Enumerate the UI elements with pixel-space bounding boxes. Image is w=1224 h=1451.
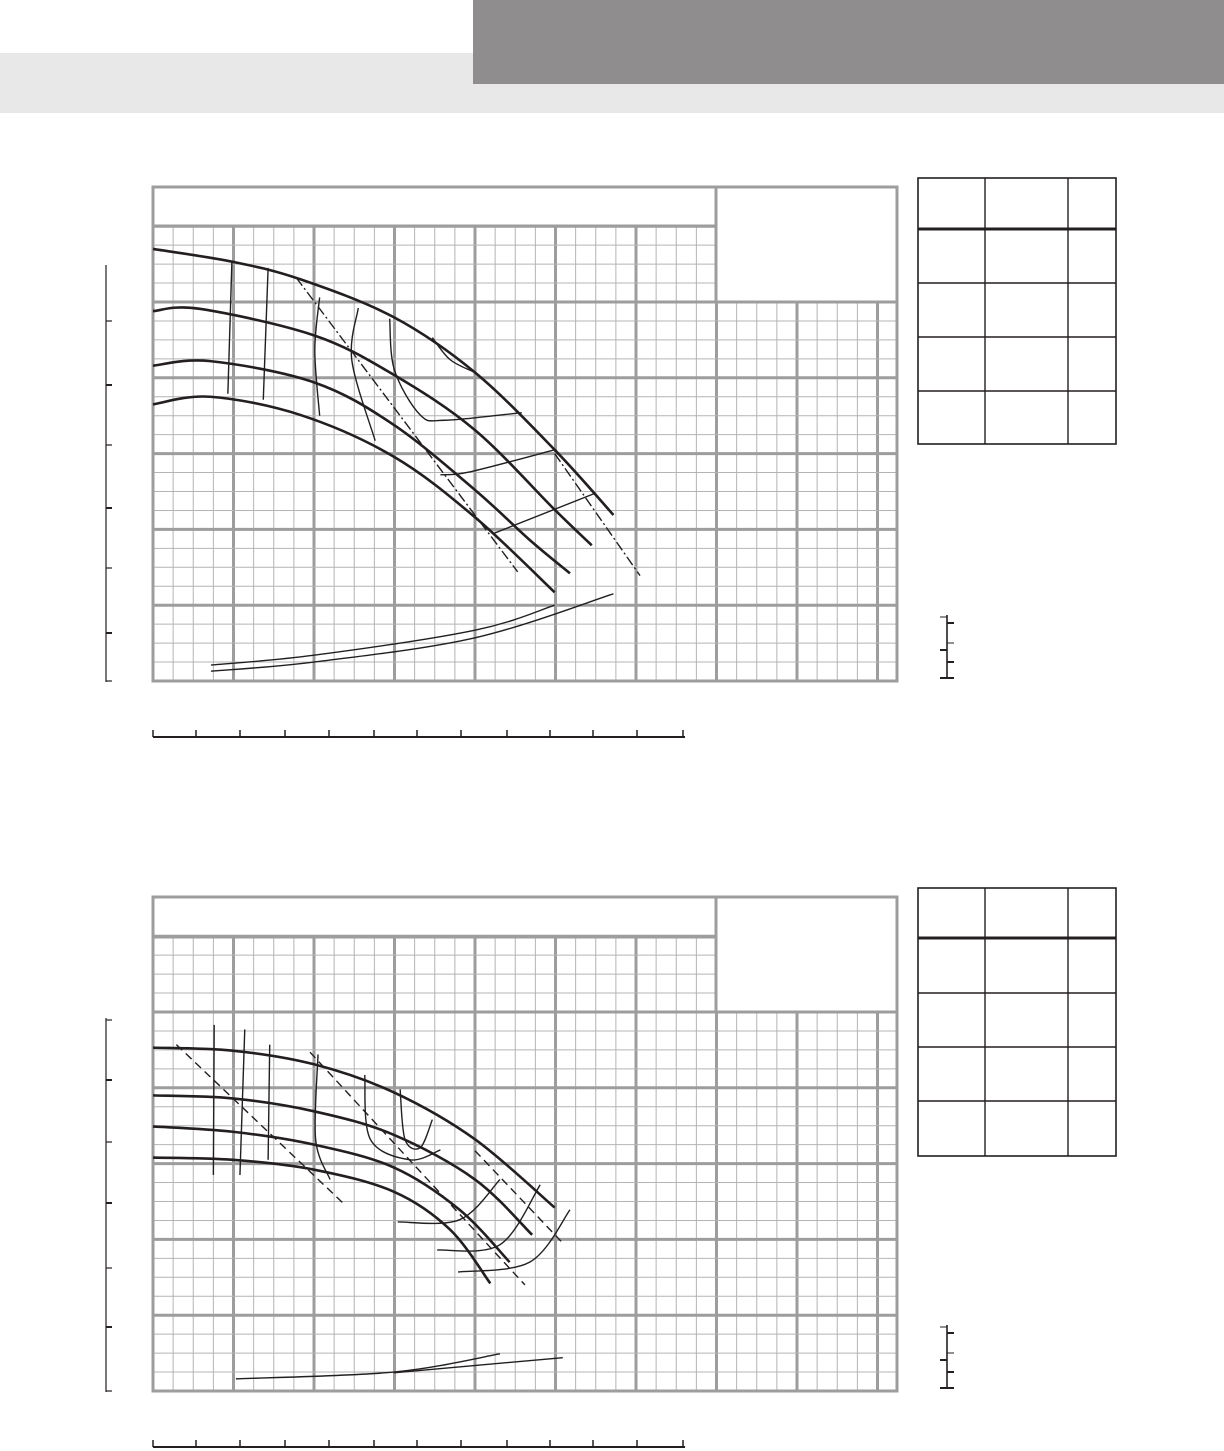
- efficiency-curve: [458, 1209, 571, 1273]
- efficiency-curve: [399, 1089, 433, 1150]
- head-curve: [152, 247, 615, 516]
- mini-scale: [940, 1325, 954, 1389]
- x-axis: [152, 1440, 685, 1448]
- efficiency-curve: [239, 1029, 246, 1175]
- reference-line: [554, 453, 641, 577]
- reference-line: [295, 277, 519, 573]
- head-curve: [152, 306, 593, 547]
- x-axis: [152, 730, 685, 738]
- head-curve: [152, 1046, 556, 1209]
- data-table: [917, 887, 1117, 1157]
- head-curve: [152, 359, 571, 575]
- efficiency-curve: [314, 297, 321, 416]
- efficiency-curve: [267, 1044, 271, 1160]
- reference-line: [309, 1051, 526, 1286]
- head-curve: [152, 1094, 534, 1236]
- efficiency-curve: [314, 1054, 331, 1180]
- efficiency-curve: [437, 1184, 541, 1252]
- efficiency-curve: [397, 1179, 501, 1225]
- efficiency-curve: [210, 604, 555, 666]
- header-band-dark: [473, 0, 1224, 84]
- chart-frame: [151, 895, 899, 1393]
- reference-line: [474, 1150, 565, 1246]
- table-border: [917, 177, 1117, 445]
- data-table: [917, 177, 1117, 445]
- head-curve: [152, 395, 556, 594]
- efficiency-curve: [393, 1356, 563, 1374]
- mini-scale: [940, 615, 954, 679]
- y-axis: [105, 265, 112, 682]
- efficiency-curve: [494, 492, 597, 534]
- efficiency-curve: [350, 307, 376, 441]
- y-axis: [105, 1018, 112, 1392]
- efficiency-curve: [431, 337, 476, 374]
- efficiency-curve: [212, 1024, 215, 1175]
- efficiency-curve: [227, 261, 233, 394]
- head-curve: [152, 1156, 492, 1285]
- head-curve: [152, 1125, 511, 1264]
- efficiency-curve: [210, 593, 614, 672]
- efficiency-curve: [364, 1074, 441, 1161]
- chart-1: [105, 177, 1117, 738]
- chart-frame: [151, 185, 899, 683]
- grid: [151, 224, 897, 683]
- table-border: [917, 887, 1117, 1157]
- efficiency-curve: [235, 1353, 501, 1380]
- efficiency-curve: [440, 449, 555, 476]
- efficiency-curve: [262, 267, 269, 400]
- efficiency-curve: [388, 318, 522, 422]
- chart-2: [105, 887, 1117, 1448]
